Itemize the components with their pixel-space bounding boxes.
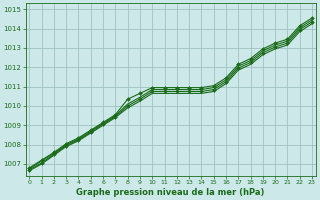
- X-axis label: Graphe pression niveau de la mer (hPa): Graphe pression niveau de la mer (hPa): [76, 188, 265, 197]
